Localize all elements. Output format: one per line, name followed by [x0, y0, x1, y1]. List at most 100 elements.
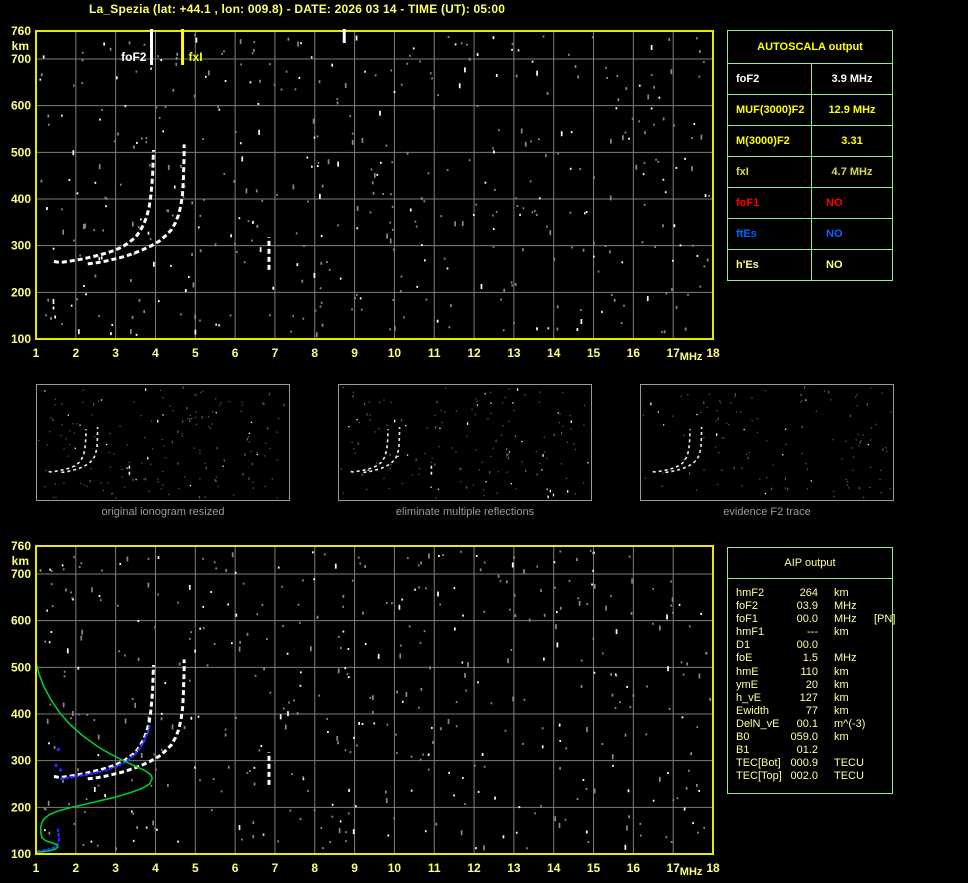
autoscala-output-table: AUTOSCALA output foF2 3.9 MHz MUF(3000)F2 1…	[727, 30, 893, 281]
aip-cell-u: km	[834, 704, 849, 717]
svg-text:foF2: foF2	[121, 50, 147, 64]
aip-cell-x	[866, 626, 892, 639]
svg-text:200: 200	[11, 285, 31, 299]
aip-cell-x	[866, 600, 892, 613]
aip-row-hme: hmE 110 km	[736, 666, 892, 679]
svg-text:500: 500	[11, 145, 31, 159]
svg-text:2: 2	[72, 861, 79, 875]
svg-text:3: 3	[112, 346, 119, 360]
svg-text:5: 5	[192, 861, 199, 875]
svg-text:600: 600	[11, 614, 31, 628]
aip-cell-x	[866, 770, 892, 783]
svg-text:11: 11	[428, 861, 441, 875]
svg-text:760: 760	[11, 26, 31, 38]
svg-text:700: 700	[11, 52, 31, 66]
aip-row-delnve: DelN_vE 00.1 m^(-3)	[736, 718, 892, 731]
autoscala-table-rows: foF2 3.9 MHz MUF(3000)F2 12.9 MHz M(3000)F2 3…	[728, 64, 892, 280]
aip-cell-n: DelN_vE	[736, 717, 780, 730]
aip-cell-u: MHz	[834, 613, 857, 626]
aip-row-tecbot: TEC[Bot] 000.9 TECU	[736, 757, 892, 770]
aip-cell-u: km	[834, 665, 849, 678]
svg-text:7: 7	[272, 861, 279, 875]
parameter-value: 3.9 MHz	[831, 73, 873, 85]
aip-cell-x	[866, 705, 892, 718]
aip-cell-u: TECU	[834, 770, 864, 783]
aip-cell-n: hmF2	[736, 587, 765, 599]
svg-text:7: 7	[272, 346, 279, 360]
aip-cell-v: 127	[799, 691, 818, 704]
aip-cell-n: foF1	[736, 613, 759, 626]
parameter-value: NO	[826, 228, 843, 240]
svg-text:8: 8	[311, 346, 318, 360]
aip-row-hve: h_vE 127 km	[736, 692, 892, 705]
aip-cell-u: MHz	[834, 600, 857, 613]
aip-cell-u	[818, 639, 866, 652]
svg-text:18: 18	[706, 346, 720, 360]
autoscala-row-ftes: ftEs NO	[728, 219, 892, 250]
svg-text:6: 6	[232, 861, 239, 875]
svg-text:13: 13	[507, 346, 521, 360]
aip-cell-u: km	[834, 731, 849, 744]
parameter-label: M(3000)F2	[728, 126, 812, 156]
svg-text:700: 700	[11, 567, 31, 581]
aip-row-tectop: TEC[Top] 002.0 TECU	[736, 770, 892, 783]
aip-cell-x	[866, 692, 892, 705]
aip-row-hmf1: hmF1 --- km	[736, 626, 892, 639]
parameter-value: NO	[826, 259, 843, 271]
svg-text:9: 9	[351, 861, 358, 875]
svg-text:6: 6	[232, 346, 239, 360]
svg-text:8: 8	[311, 861, 318, 875]
svg-text:14: 14	[547, 346, 561, 360]
aip-cell-u	[818, 744, 866, 757]
aip-row-hmf2: hmF2 264 km	[736, 587, 892, 600]
aip-cell-v: 20	[805, 678, 818, 691]
svg-text:15: 15	[587, 346, 601, 360]
aip-cell-n: B0	[736, 731, 750, 744]
aip-cell-n: foF2	[736, 600, 759, 613]
aip-row-b1: B1 01.2	[736, 744, 892, 757]
aip-cell-n: TEC[Bot]	[736, 757, 781, 770]
svg-text:12: 12	[467, 346, 481, 360]
svg-text:10: 10	[388, 346, 402, 360]
aip-table-rows: hmF2 264 km foF2 03.9 MHz foF1 00.0 MHz [PN] hmF1 -…	[728, 579, 896, 783]
aip-row-b0: B0 059.0 km	[736, 731, 892, 744]
parameter-label: MUF(3000)F2	[728, 95, 812, 125]
aip-cell-u: km	[834, 678, 849, 691]
svg-text:500: 500	[11, 660, 31, 674]
aip-cell-n: foE	[736, 652, 753, 665]
parameter-label: h'Es	[728, 250, 812, 280]
panel-evidence-f2-trace	[640, 384, 894, 501]
svg-text:fxI: fxI	[189, 50, 203, 64]
svg-text:18: 18	[706, 861, 720, 875]
aip-cell-n: Ewidth	[736, 704, 770, 717]
aip-cell-x	[866, 718, 892, 731]
aip-cell-x: [PN]	[874, 613, 896, 626]
svg-text:4: 4	[152, 346, 159, 360]
aip-cell-v: 264	[799, 587, 818, 599]
svg-text:14: 14	[547, 861, 561, 875]
svg-text:4: 4	[152, 861, 159, 875]
aip-cell-x	[866, 587, 892, 600]
svg-text:km: km	[12, 554, 29, 568]
aip-cell-u: km	[834, 587, 849, 599]
svg-text:400: 400	[11, 707, 31, 721]
panel-eliminate-reflections	[338, 384, 592, 501]
svg-text:300: 300	[11, 239, 31, 253]
autoscala-table-header: AUTOSCALA output	[728, 31, 892, 64]
svg-text:9: 9	[351, 346, 358, 360]
svg-text:600: 600	[11, 99, 31, 113]
aip-cell-n: B1	[736, 744, 750, 757]
panel-caption-original: original ionogram resized	[101, 506, 225, 518]
svg-text:2: 2	[72, 346, 79, 360]
aip-cell-x	[866, 757, 892, 770]
svg-text:15: 15	[587, 861, 601, 875]
parameter-value: 4.7 MHz	[831, 166, 873, 178]
svg-text:16: 16	[627, 346, 641, 360]
aip-row-fof1: foF1 00.0 MHz [PN]	[736, 613, 896, 626]
aip-cell-n: h_vE	[736, 691, 762, 704]
svg-text:400: 400	[11, 192, 31, 206]
svg-text:17: 17	[666, 861, 680, 875]
svg-text:760: 760	[11, 541, 31, 553]
autoscala-row-fof2: foF2 3.9 MHz	[728, 64, 892, 95]
aip-cell-v: 1.5	[802, 652, 818, 665]
